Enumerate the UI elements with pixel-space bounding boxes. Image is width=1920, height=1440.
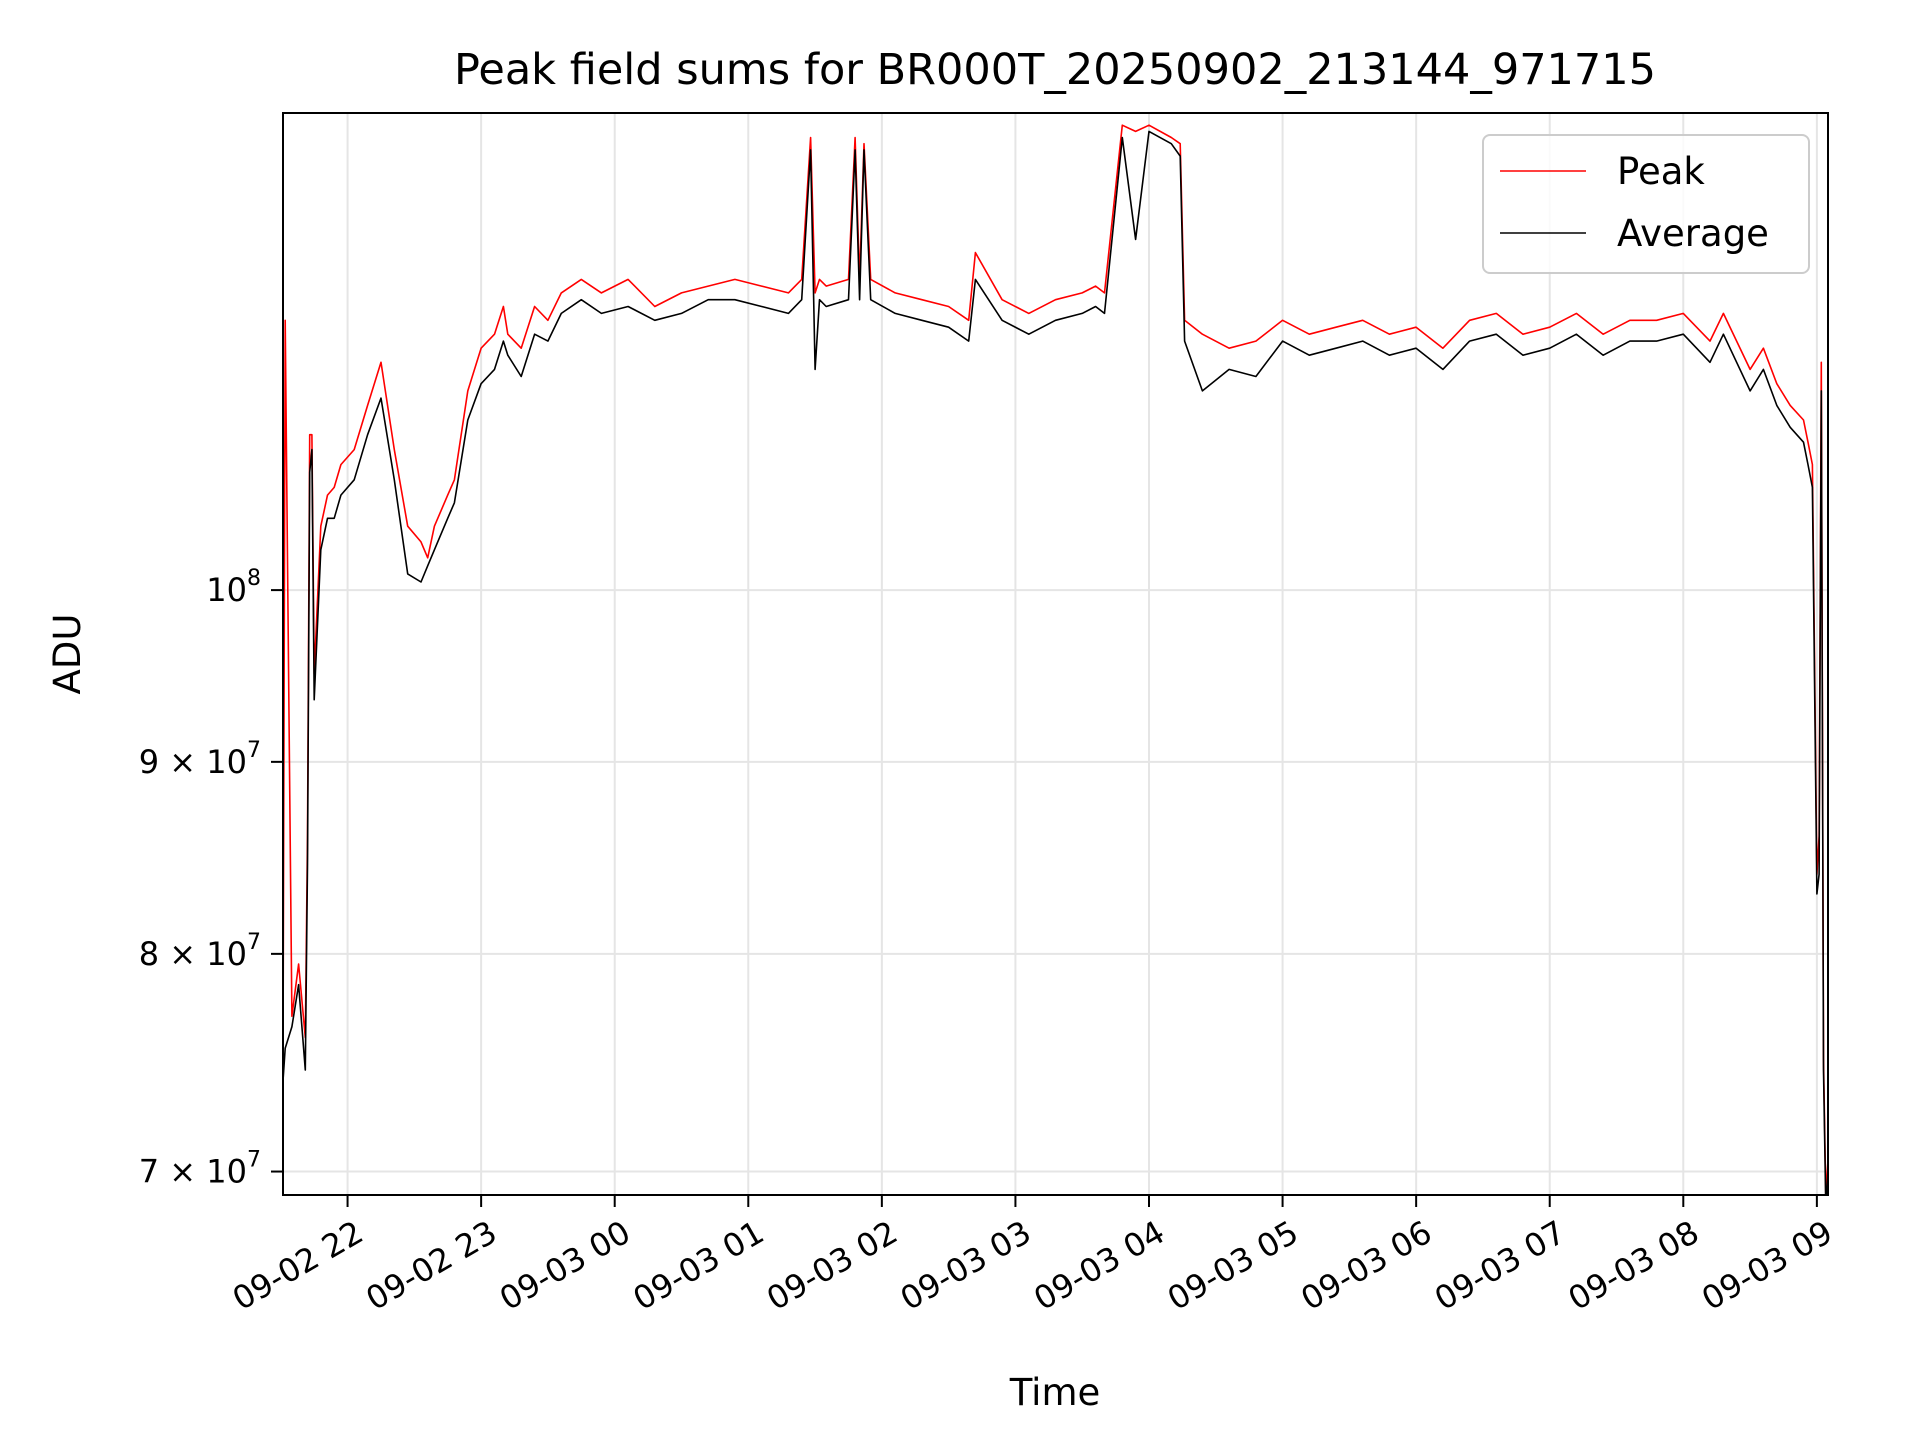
legend-box <box>1482 134 1810 274</box>
x-axis-label: Time <box>1009 1371 1101 1414</box>
y-tick-label: 8 × 107 <box>139 930 261 973</box>
legend-label-peak: Peak <box>1617 150 1705 193</box>
y-axis-label: ADU <box>46 614 89 695</box>
y-tick-label: 9 × 107 <box>139 738 261 781</box>
plot-frame <box>282 112 1829 1196</box>
series-line-peak <box>283 124 1828 1195</box>
series-line-average <box>283 130 1828 1195</box>
grid <box>283 113 1828 1195</box>
series-layer <box>283 124 1828 1195</box>
legend: Peak Average <box>1482 134 1810 274</box>
legend-label-average: Average <box>1617 212 1769 255</box>
y-axis-ticks: 7 × 107 8 × 107 9 × 107 108 <box>139 566 283 1191</box>
y-tick-label: 108 <box>206 566 261 609</box>
y-tick-label: 7 × 107 <box>139 1148 261 1191</box>
chart-title: Peak field sums for BR000T_20250902_2131… <box>454 45 1656 95</box>
